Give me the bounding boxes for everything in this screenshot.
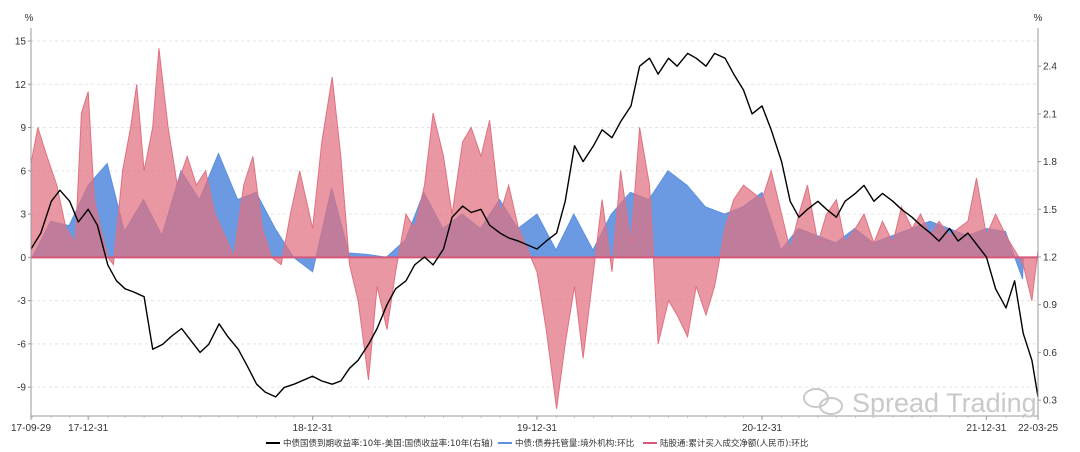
right-tick-label: 1.5: [1043, 205, 1057, 216]
watermark: Spread Trading: [803, 388, 1037, 418]
left-tick-label: 6: [20, 166, 26, 177]
x-tick-label: 17-09-29: [11, 423, 51, 434]
left-tick-label: -3: [17, 296, 26, 307]
legend-label: 中债国债到期收益率:10年-美国:国债收益率:10年(右轴): [283, 438, 493, 449]
right-tick-label: 1.8: [1043, 157, 1057, 168]
x-tick-label: 18-12-31: [293, 423, 333, 434]
right-axis-unit: %: [1034, 13, 1043, 24]
right-tick-label: 0.9: [1043, 300, 1057, 311]
right-tick-label: 2.1: [1043, 109, 1057, 120]
x-tick-label: 19-12-31: [517, 423, 557, 434]
right-tick-label: 2.4: [1043, 62, 1057, 73]
legend-label: 陆股通:累计买入成交净额(人民币):环比: [660, 438, 808, 449]
left-tick-label: 9: [20, 123, 26, 134]
area-series: [30, 48, 1039, 409]
chat-bubble-icon: [803, 388, 843, 415]
left-axis-unit: %: [25, 13, 34, 24]
x-tick-label: 22-03-25: [1018, 423, 1058, 434]
line-series-path: [30, 52, 1039, 398]
watermark-text: Spread Trading: [852, 388, 1037, 418]
x-tick-label: 20-12-31: [742, 423, 782, 434]
left-tick-label: 12: [15, 80, 27, 91]
right-tick-label: 0.6: [1043, 348, 1057, 359]
line-series: [30, 52, 1039, 398]
left-tick-label: -6: [17, 339, 26, 350]
x-tick-label: 17-12-31: [68, 423, 108, 434]
axes: 15 12 9 6 3 0 -3 -6 -9 2.4 2.1 1.8 1.5 1.2 0.9 0.6 0.3 17…: [11, 28, 1058, 434]
legend: 中债国债到期收益率:10年-美国:国债收益率:10年(右轴) 中债:债券托管量:境…: [266, 438, 808, 449]
left-tick-label: -9: [17, 383, 26, 394]
right-tick-label: 0.3: [1043, 396, 1057, 407]
area-series-shape: [30, 48, 1039, 409]
left-tick-label: 3: [20, 210, 26, 221]
right-tick-label: 1.2: [1043, 252, 1057, 263]
legend-label: 中债:债券托管量:境外机构:环比: [515, 438, 634, 449]
left-tick-label: 15: [15, 36, 27, 47]
x-tick-label: 21-12-31: [966, 423, 1006, 434]
left-tick-label: 0: [20, 253, 26, 264]
